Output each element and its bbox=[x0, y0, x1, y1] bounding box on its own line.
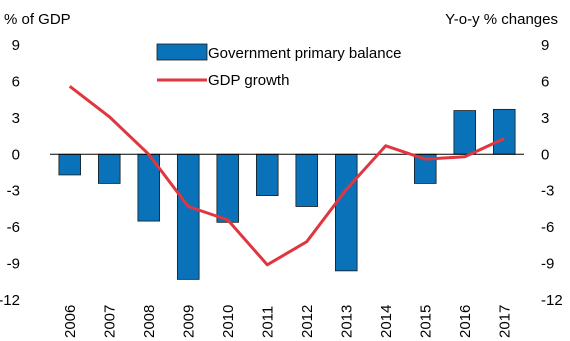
left-tick-label: -3 bbox=[7, 183, 20, 200]
right-tick-label: -6 bbox=[541, 219, 554, 236]
left-tick-label: -12 bbox=[0, 292, 20, 309]
bar-2010 bbox=[216, 153, 240, 223]
bar-2012 bbox=[295, 153, 319, 207]
right-tick-label: -9 bbox=[541, 256, 554, 273]
x-tick-label: 2006 bbox=[62, 305, 79, 338]
x-tick-label: 2010 bbox=[220, 305, 237, 338]
bar-2017 bbox=[492, 108, 516, 155]
x-tick-label: 2014 bbox=[378, 305, 395, 338]
left-tick-label: 6 bbox=[12, 73, 20, 90]
bar-2016 bbox=[453, 110, 477, 155]
right-tick-label: 9 bbox=[541, 37, 549, 54]
x-tick-label: 2009 bbox=[180, 305, 197, 338]
x-tick-label: 2013 bbox=[338, 305, 355, 338]
line-series bbox=[68, 85, 505, 267]
bar-2007 bbox=[97, 153, 121, 184]
legend-label-line: GDP growth bbox=[208, 72, 289, 89]
right-axis-ticks: 9 6 3 0 -3 -6 -9 -12 bbox=[541, 37, 563, 309]
x-tick-label: 2015 bbox=[417, 305, 434, 338]
x-tick-label: 2012 bbox=[299, 305, 316, 338]
gdp-growth-line bbox=[68, 85, 505, 267]
right-tick-label: 3 bbox=[541, 110, 549, 127]
x-axis-ticks: 2006 2007 2008 2009 2010 2011 2012 2013 2014 2015… bbox=[62, 305, 514, 338]
x-tick-label: 2011 bbox=[259, 306, 276, 338]
left-tick-label: -6 bbox=[7, 219, 20, 236]
left-tick-label: 3 bbox=[12, 110, 20, 127]
x-tick-label: 2007 bbox=[101, 305, 118, 338]
bar-2013 bbox=[334, 153, 358, 272]
right-axis-title: Y-o-y % changes bbox=[445, 11, 558, 28]
right-tick-label: -3 bbox=[541, 183, 554, 200]
left-tick-label: 0 bbox=[12, 146, 20, 163]
left-axis-title: % of GDP bbox=[4, 11, 71, 28]
bar-2011 bbox=[255, 153, 279, 196]
left-axis-ticks: 9 6 3 0 -3 -6 -9 -12 bbox=[0, 37, 20, 309]
legend-swatch-bar bbox=[156, 43, 208, 61]
bar-2006 bbox=[58, 153, 82, 176]
right-tick-label: 0 bbox=[541, 146, 549, 163]
left-tick-label: 9 bbox=[12, 37, 20, 54]
left-tick-label: -9 bbox=[7, 256, 20, 273]
x-tick-label: 2008 bbox=[141, 305, 158, 338]
right-tick-label: 6 bbox=[541, 73, 549, 90]
x-tick-label: 2017 bbox=[496, 305, 513, 338]
legend: Government primary balance GDP growth bbox=[156, 43, 401, 89]
right-tick-label: -12 bbox=[541, 292, 563, 309]
x-tick-label: 2016 bbox=[457, 305, 474, 338]
bar-2009 bbox=[176, 153, 200, 280]
legend-label-bar: Government primary balance bbox=[208, 45, 401, 62]
